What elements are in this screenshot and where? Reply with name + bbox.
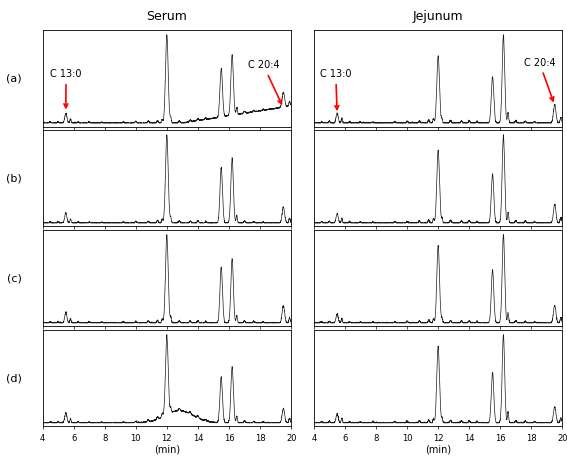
Text: (a): (a) bbox=[6, 74, 22, 83]
Text: (d): (d) bbox=[6, 373, 22, 383]
Text: (b): (b) bbox=[6, 173, 22, 183]
Text: C 20:4: C 20:4 bbox=[248, 60, 282, 104]
Text: Serum: Serum bbox=[146, 10, 187, 23]
Text: C 20:4: C 20:4 bbox=[523, 58, 555, 101]
Text: C 13:0: C 13:0 bbox=[50, 69, 82, 108]
Text: (c): (c) bbox=[6, 274, 22, 283]
Text: Jejunum: Jejunum bbox=[413, 10, 463, 23]
X-axis label: (min): (min) bbox=[425, 445, 451, 454]
X-axis label: (min): (min) bbox=[154, 445, 180, 454]
Text: C 13:0: C 13:0 bbox=[320, 69, 352, 110]
